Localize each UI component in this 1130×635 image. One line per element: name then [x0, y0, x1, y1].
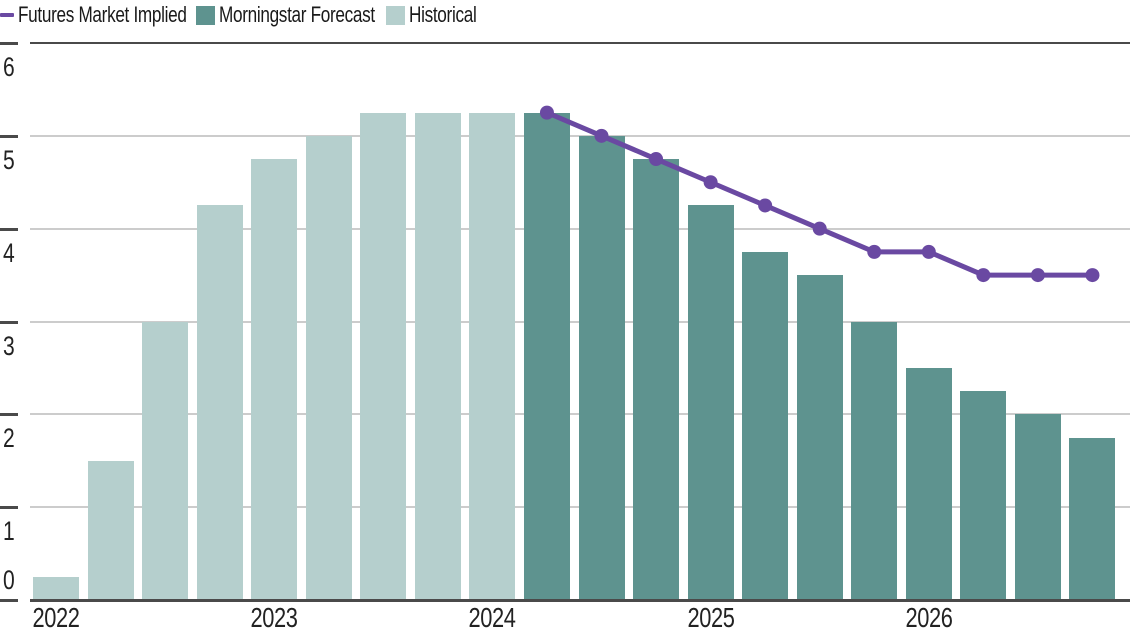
- historical-bar-2022 Q1: [33, 576, 79, 600]
- x-axis-baseline: [30, 599, 1130, 602]
- y-axis-label-4: 4: [3, 237, 15, 268]
- gridline-6: [30, 42, 1130, 44]
- y-axis-tick-4: [0, 227, 18, 231]
- y-axis-label-6: 6: [3, 52, 15, 82]
- futures-line-point-4: [758, 198, 773, 213]
- forecast-bar-2024 Q3: [578, 135, 625, 600]
- x-axis-label-2024: 2024: [468, 602, 516, 633]
- y-axis-tick-1: [0, 506, 18, 510]
- futures-line-point-3: [703, 175, 718, 190]
- forecast-bar-2025 Q3: [796, 275, 843, 600]
- historical-bar-2022 Q4: [196, 205, 243, 600]
- futures-line-point-7: [921, 244, 936, 259]
- futures-line-point-9: [1030, 268, 1045, 283]
- legend-item-historical: Historical: [386, 2, 495, 28]
- legend-label: Historical: [409, 2, 477, 27]
- forecast-bar-2026 Q1: [905, 367, 952, 600]
- futures-line-swatch-icon: [0, 13, 14, 17]
- y-axis-tick-5: [0, 134, 18, 138]
- futures-line-path: [545, 110, 1093, 278]
- forecast-bar-2026 Q2: [960, 391, 1007, 600]
- historical-bar-swatch-icon: [386, 5, 405, 25]
- y-axis-label-0: 0: [3, 565, 15, 595]
- x-axis-label-2023: 2023: [250, 602, 298, 633]
- legend-item-morningstar-forecast: Morningstar Forecast: [196, 2, 419, 28]
- forecast-bar-2025 Q4: [851, 321, 898, 600]
- futures-line-point-8: [976, 268, 991, 283]
- y-axis-tick-6: [0, 42, 18, 45]
- futures-line-point-6: [867, 244, 882, 259]
- forecast-bar-2026 Q3: [1014, 414, 1061, 600]
- historical-bar-2023 Q3: [360, 112, 407, 600]
- legend-label: Morningstar Forecast: [219, 2, 375, 27]
- y-axis-label-3: 3: [3, 330, 15, 361]
- x-axis-label-2025: 2025: [687, 602, 735, 633]
- forecast-bar-swatch-icon: [196, 5, 215, 25]
- forecast-bar-2026 Q4: [1069, 437, 1116, 600]
- y-axis-label-1: 1: [3, 516, 15, 547]
- y-axis-label-2: 2: [3, 423, 15, 454]
- y-axis-tick-2: [0, 413, 18, 417]
- forecast-bar-2024 Q2: [523, 112, 570, 600]
- forecast-bar-2025 Q2: [742, 251, 789, 600]
- x-axis-label-2022: 2022: [32, 602, 80, 633]
- forecast-bar-2024 Q4: [633, 159, 680, 600]
- historical-bar-2022 Q3: [142, 321, 189, 600]
- legend-item-futures-market-implied: Futures Market Implied: [0, 2, 234, 28]
- x-axis-label-2026: 2026: [905, 602, 953, 633]
- historical-bar-2024 Q1: [469, 112, 516, 600]
- historical-bar-2023 Q1: [251, 159, 298, 600]
- forecast-bar-2025 Q1: [687, 205, 734, 600]
- historical-bar-2023 Q2: [305, 135, 352, 600]
- historical-bar-2023 Q4: [414, 112, 461, 600]
- y-axis-label-5: 5: [3, 144, 15, 175]
- y-axis-tick-3: [0, 320, 18, 324]
- historical-bar-2022 Q2: [87, 460, 134, 600]
- futures-line-point-10: [1085, 268, 1100, 283]
- y-axis-tick-0: [0, 599, 18, 602]
- legend-label: Futures Market Implied: [18, 2, 187, 27]
